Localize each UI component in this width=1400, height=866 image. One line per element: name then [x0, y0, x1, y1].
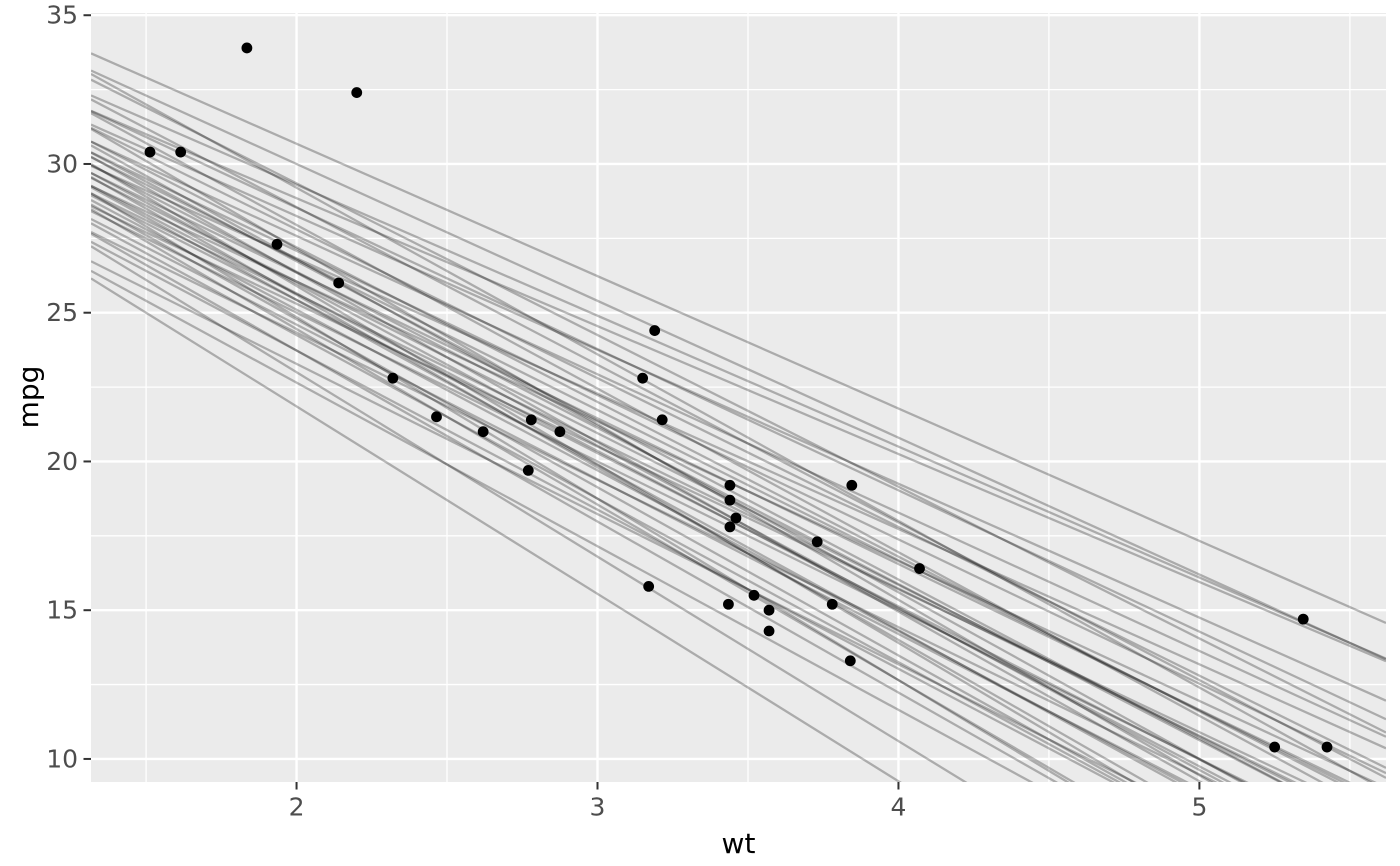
fit-line: [91, 112, 1324, 782]
fit-line: [91, 217, 1189, 782]
data-point: [811, 536, 823, 548]
data-point: [748, 589, 760, 601]
fit-line: [91, 269, 1034, 782]
y-tick-label: 25: [46, 298, 78, 327]
fit-line: [91, 176, 1149, 782]
y-tick-label: 15: [46, 596, 78, 625]
fit-line: [91, 110, 1386, 721]
fit-line: [91, 240, 1115, 782]
data-point: [724, 494, 736, 506]
data-point: [387, 372, 399, 384]
data-point: [826, 598, 838, 610]
fit-line: [91, 156, 1346, 782]
data-point: [723, 598, 734, 610]
x-tick-label: 3: [590, 792, 606, 821]
y-tick-label: 20: [46, 447, 78, 476]
fit-line: [91, 98, 1386, 779]
y-tick-label: 30: [46, 149, 78, 178]
fit-line: [91, 126, 1386, 769]
data-point: [241, 42, 253, 54]
data-point: [643, 581, 655, 592]
fit-line: [91, 140, 1386, 738]
y-axis-title: mpg: [12, 365, 45, 429]
fit-line: [91, 176, 1292, 782]
fit-line: [91, 199, 1184, 782]
data-point: [477, 426, 489, 438]
fit-line: [91, 203, 1128, 782]
data-point: [649, 325, 661, 336]
x-tick-label: 2: [289, 792, 305, 821]
fit-line: [91, 260, 1137, 782]
data-point: [1321, 741, 1333, 753]
x-tick-label: 4: [891, 792, 907, 821]
data-point: [1297, 613, 1309, 625]
data-point: [637, 372, 649, 384]
x-axis-title: wt: [721, 827, 756, 860]
data-point: [522, 464, 534, 476]
data-point: [175, 146, 187, 158]
data-point: [846, 479, 858, 491]
fit-line: [91, 163, 1283, 782]
data-point: [554, 426, 566, 438]
fit-line: [91, 208, 1076, 782]
data-point: [333, 277, 345, 289]
fit-line: [91, 245, 968, 782]
fit-line: [91, 52, 1386, 625]
fit-line: [91, 94, 1386, 660]
fit-line: [91, 78, 1386, 734]
data-point: [351, 87, 363, 98]
fit-line: [91, 192, 1297, 782]
fit-line: [91, 222, 1122, 782]
fit-line: [91, 72, 1373, 782]
data-point: [724, 521, 736, 533]
y-tick-label: 35: [46, 1, 78, 30]
fit-line: [91, 140, 1340, 782]
fit-line: [91, 184, 1232, 782]
fit-line: [91, 192, 1070, 782]
data-point: [1269, 741, 1281, 753]
fit-line: [91, 144, 1244, 782]
fit-line: [91, 184, 1377, 782]
data-point: [656, 414, 668, 426]
fit-line: [91, 277, 902, 782]
data-point: [724, 479, 736, 491]
data-point: [271, 238, 283, 250]
fit-line: [91, 109, 1386, 663]
fit-line: [91, 232, 1059, 782]
fit-line: [91, 210, 1249, 782]
data-point: [525, 414, 537, 426]
data-point: [763, 625, 775, 637]
fit-line: [91, 151, 1284, 782]
x-tick-label: 5: [1191, 792, 1207, 821]
data-point: [914, 563, 925, 574]
fit-line: [91, 163, 1136, 782]
y-tick-label: 10: [46, 744, 78, 773]
data-point: [431, 411, 442, 423]
fit-line: [91, 186, 1178, 782]
fit-line: [91, 231, 1218, 782]
data-point: [763, 604, 775, 616]
fit-line: [91, 123, 1386, 702]
fit-line: [91, 171, 1351, 782]
fit-line: [91, 69, 1386, 661]
data-point: [730, 512, 742, 524]
fit-line: [91, 151, 1386, 775]
fit-line: [91, 164, 1386, 750]
fit-line: [91, 194, 1247, 782]
fit-line: [91, 127, 1214, 782]
data-point: [144, 146, 156, 158]
plot-panel-background: [91, 13, 1386, 782]
data-point: [844, 655, 856, 667]
